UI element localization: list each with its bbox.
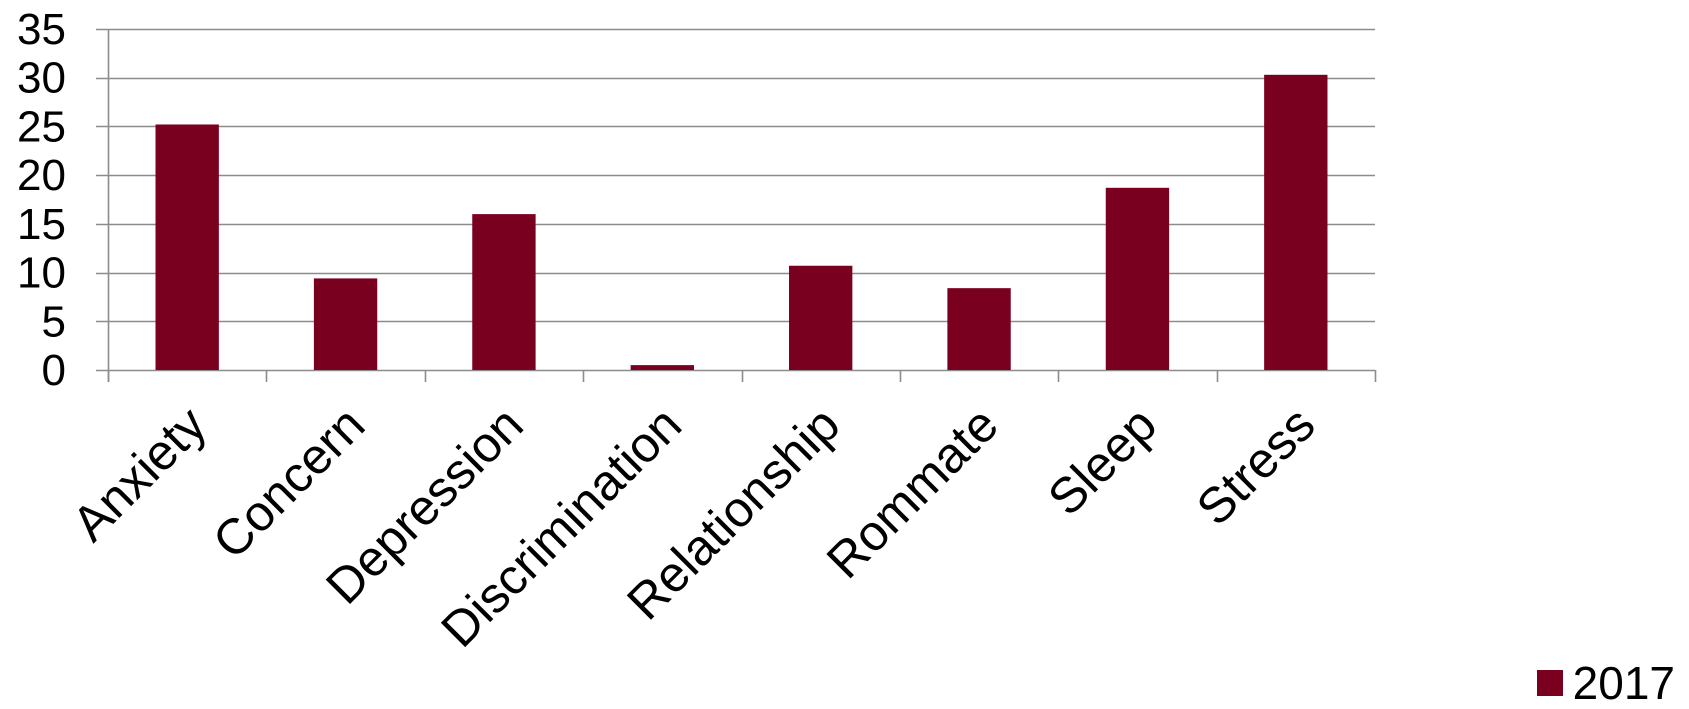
bar-anxiety	[156, 124, 219, 370]
bar-discrimination	[631, 365, 694, 370]
gridlines	[96, 30, 1375, 371]
x-axis-labels: AnxietyConcernDepressionDiscriminationRe…	[61, 396, 1325, 658]
bar-sleep	[1106, 188, 1169, 370]
x-tick-label: Sleep	[1037, 396, 1167, 526]
bar-depression	[472, 214, 535, 370]
legend-label: 2017	[1573, 660, 1675, 706]
y-tick-label: 20	[17, 151, 66, 200]
y-tick-label: 15	[17, 200, 66, 249]
x-tick-label: Stress	[1186, 396, 1326, 536]
x-tick-label: Rommate	[816, 396, 1009, 589]
bar-stress	[1264, 75, 1327, 370]
bar-concern	[314, 278, 377, 370]
y-tick-label: 5	[42, 297, 66, 346]
x-axis	[109, 29, 1376, 382]
legend: 2017	[1537, 660, 1675, 706]
y-tick-label: 25	[17, 102, 66, 151]
bars	[156, 75, 1328, 370]
y-tick-label: 30	[17, 54, 66, 103]
legend-swatch	[1537, 670, 1563, 696]
y-tick-label: 35	[17, 5, 66, 54]
y-tick-label: 0	[42, 346, 66, 395]
x-tick-label: Anxiety	[61, 396, 217, 552]
y-tick-label: 10	[17, 249, 66, 298]
bar-relationship	[789, 266, 852, 370]
bar-rommate	[947, 288, 1010, 370]
